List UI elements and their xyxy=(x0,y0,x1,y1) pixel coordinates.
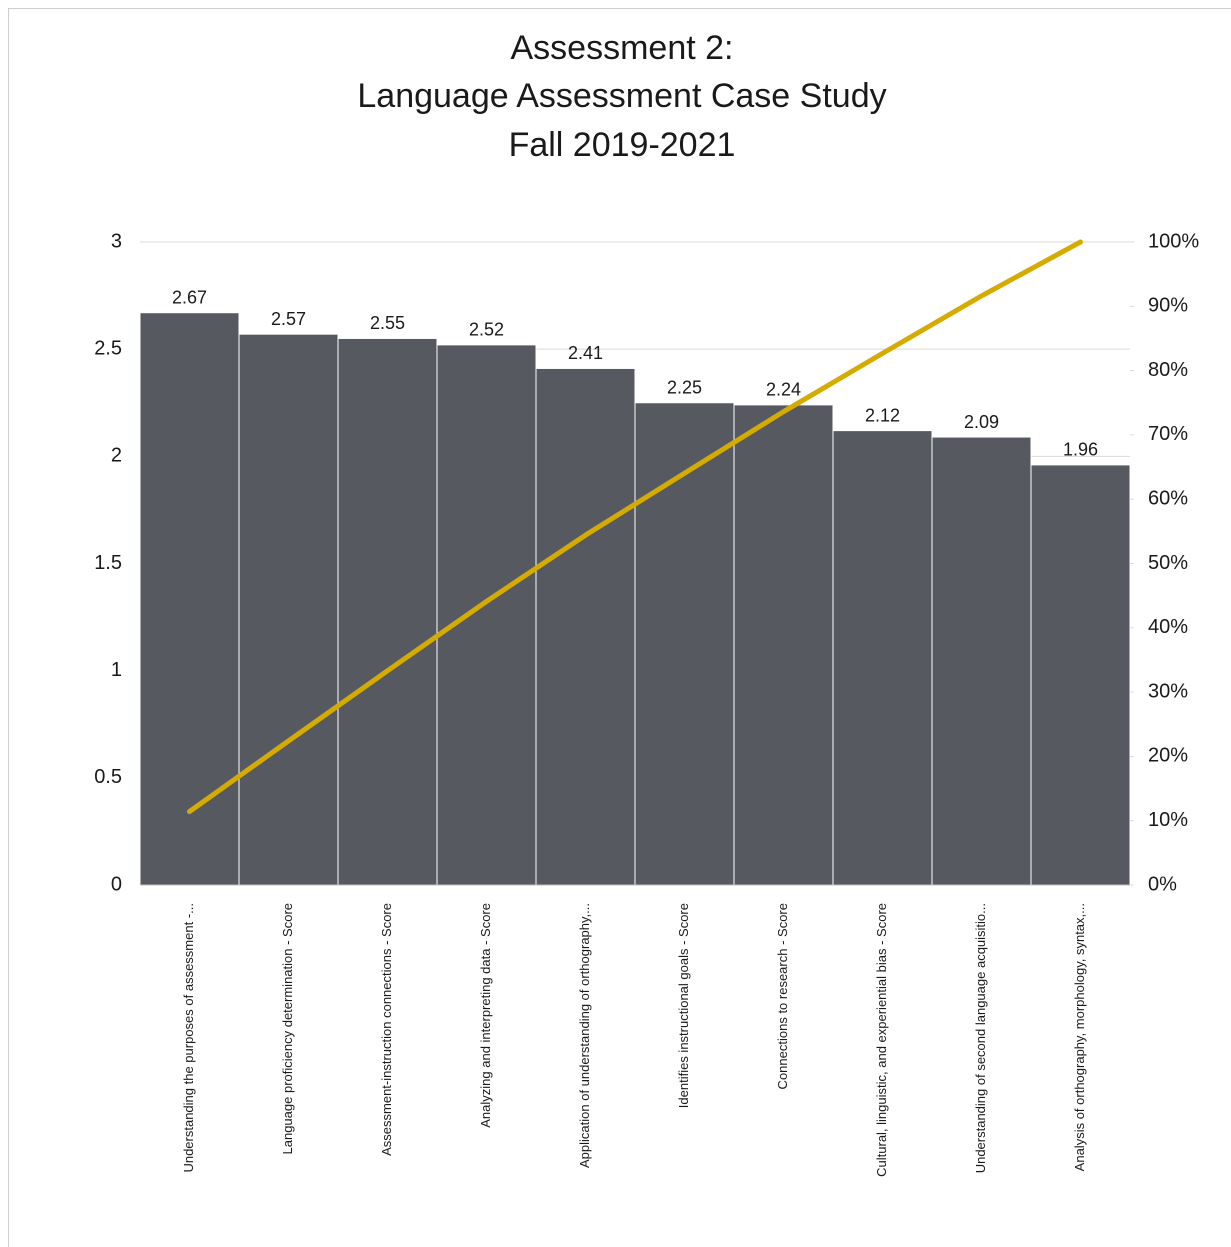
y2-tick-label: 20% xyxy=(1148,745,1188,767)
chart-frame xyxy=(8,8,1231,1247)
y-tick-label: 0 xyxy=(111,873,122,895)
data-label: 2.09 xyxy=(964,412,999,432)
x-tick-label: Assessment-instruction connections - Sco… xyxy=(379,903,394,1156)
data-label: 2.24 xyxy=(766,380,801,400)
y2-tick-label: 100% xyxy=(1148,230,1199,252)
bar xyxy=(1030,464,1131,886)
data-label: 2.25 xyxy=(667,378,702,398)
data-label: 2.12 xyxy=(865,405,900,425)
x-tick-label: Analysis of orthography, morphology, syn… xyxy=(1072,903,1087,1171)
y-tick-label: 2 xyxy=(111,445,122,467)
bar xyxy=(733,404,834,886)
chart-title: Language Assessment Case Study xyxy=(357,77,886,115)
y-tick-label: 0.5 xyxy=(94,766,122,788)
y-tick-label: 2.5 xyxy=(94,337,122,359)
y2-tick-label: 10% xyxy=(1148,809,1188,831)
data-label: 2.57 xyxy=(271,309,306,329)
y2-tick-label: 70% xyxy=(1148,423,1188,445)
bar xyxy=(238,333,339,886)
x-tick-label: Identifies instructional goals - Score xyxy=(676,903,691,1108)
data-label: 2.41 xyxy=(568,343,603,363)
chart-title: Fall 2019-2021 xyxy=(509,126,736,164)
bar xyxy=(832,430,933,886)
cumulative-line xyxy=(187,239,1083,815)
chart-title: Assessment 2: xyxy=(511,29,734,67)
x-tick-label: Language proficiency determination - Sco… xyxy=(280,903,295,1154)
x-tick-label: Understanding of second language acquisi… xyxy=(973,903,988,1173)
y2-tick-label: 0% xyxy=(1148,873,1177,895)
data-label: 2.67 xyxy=(172,287,207,307)
bar xyxy=(535,367,636,886)
y2-tick-label: 30% xyxy=(1148,680,1188,702)
x-tick-label: Application of understanding of orthogra… xyxy=(577,903,592,1168)
y2-tick-label: 90% xyxy=(1148,295,1188,317)
x-tick-label: Connections to research - Score xyxy=(775,903,790,1089)
data-label: 1.96 xyxy=(1063,440,1098,460)
y2-tick-label: 80% xyxy=(1148,359,1188,381)
y2-tick-label: 40% xyxy=(1148,616,1188,638)
y2-tick-label: 50% xyxy=(1148,552,1188,574)
bar xyxy=(139,312,240,886)
y-tick-label: 1.5 xyxy=(94,552,122,574)
x-tick-label: Analyzing and interpreting data - Score xyxy=(478,903,493,1128)
data-label: 2.55 xyxy=(370,313,405,333)
y2-tick-label: 60% xyxy=(1148,487,1188,509)
bar xyxy=(337,337,438,886)
bar xyxy=(931,436,1032,886)
y-tick-label: 3 xyxy=(111,230,122,252)
data-label: 2.52 xyxy=(469,320,504,340)
bar xyxy=(436,344,537,886)
y-tick-label: 1 xyxy=(111,659,122,681)
x-tick-label: Cultural, linguistic, and experiential b… xyxy=(874,903,889,1177)
x-tick-label: Understanding the purposes of assessment… xyxy=(181,903,196,1173)
